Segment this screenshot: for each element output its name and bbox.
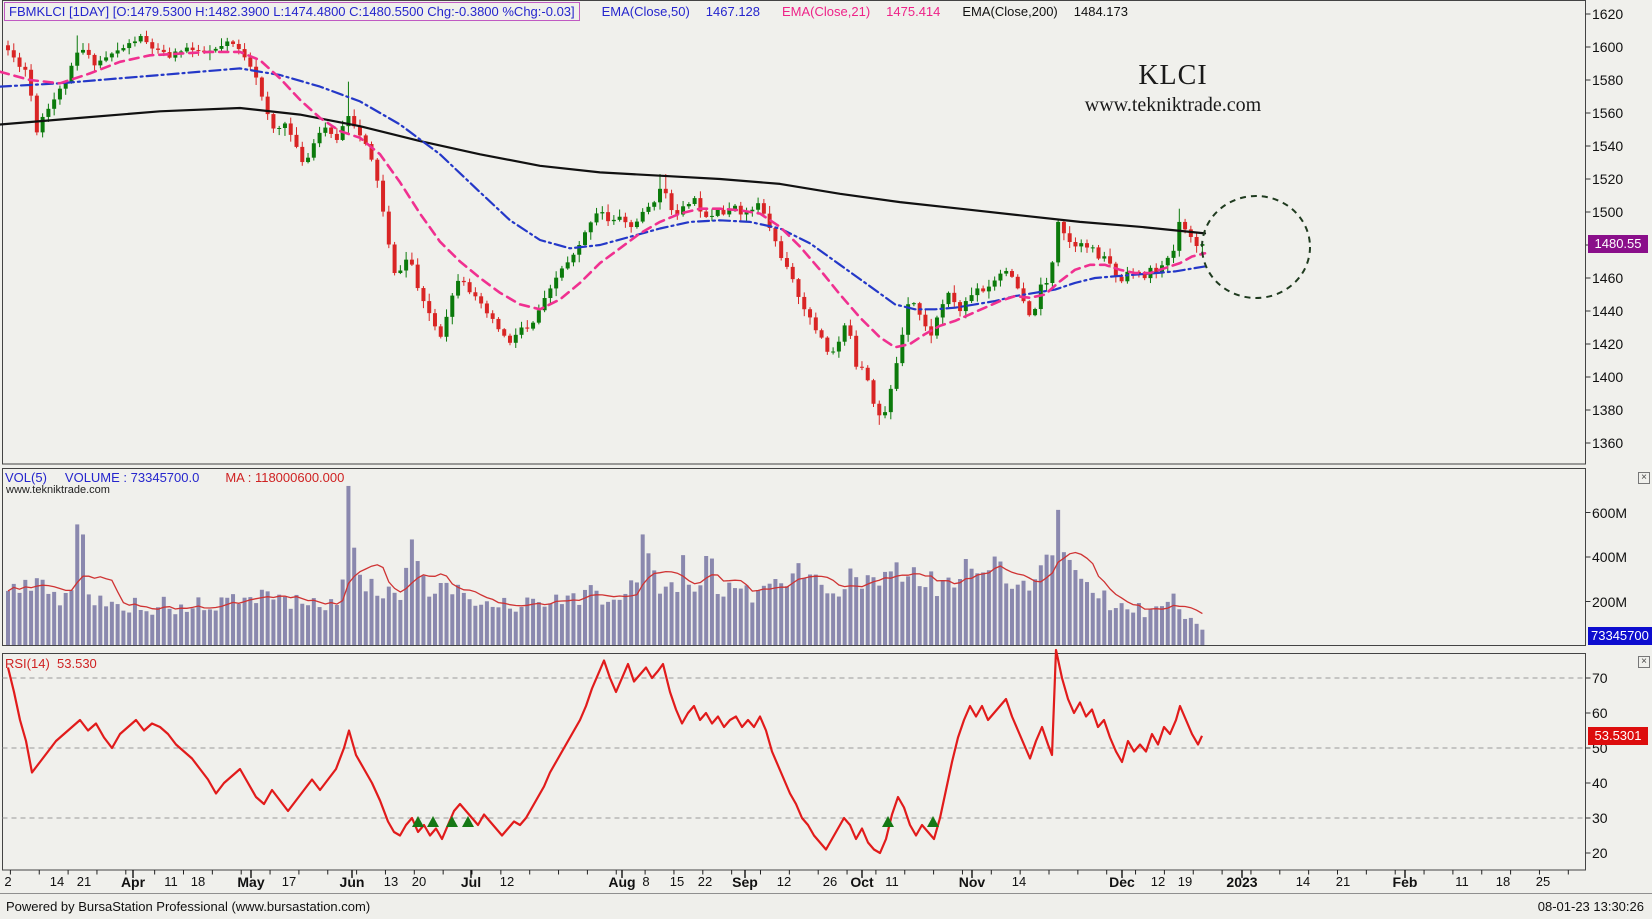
time-axis-label: 22 <box>697 874 713 889</box>
last-rsi-label: 53.5301 <box>1588 726 1648 745</box>
price-tick-label: 1620 <box>1592 6 1624 22</box>
price-tick-label: 1380 <box>1592 402 1624 418</box>
time-axis-label: 18 <box>1495 874 1511 889</box>
time-axis-label: May <box>237 874 265 890</box>
time-axis-label: 8 <box>642 874 650 889</box>
chart-header: FBMKLCI [1DAY] [O:1479.5300 H:1482.3900 … <box>4 2 1128 21</box>
close-rsi-panel-icon[interactable]: × <box>1638 656 1650 668</box>
watermark-url: www.tekniktrade.com <box>1084 94 1262 116</box>
price-tick-label: 1580 <box>1592 72 1624 88</box>
time-axis-label: Feb <box>1392 874 1418 890</box>
volume-header: VOL(5) VOLUME : 73345700.0 MA : 11800060… <box>5 470 344 485</box>
last-volume-label: 73345700 <box>1588 627 1652 645</box>
time-axis-label: 15 <box>669 874 685 889</box>
volume-chart <box>6 485 1205 645</box>
rsi-tick-label: 60 <box>1592 705 1608 721</box>
ema50-legend: EMA(Close,50) 1467.128 <box>601 4 761 19</box>
time-axis-label: 14 <box>49 874 65 889</box>
time-axis-label: Oct <box>850 874 874 890</box>
rsi-header: RSI(14) 53.530 <box>5 656 97 671</box>
rsi-tick-label: 30 <box>1592 810 1608 826</box>
time-axis-label: Sep <box>732 874 758 890</box>
time-axis-label: 2 <box>4 874 12 889</box>
status-bar: Powered by BursaStation Professional (ww… <box>0 893 1652 919</box>
rsi-chart <box>2 648 1586 855</box>
time-axis-label: 13 <box>383 874 399 889</box>
time-axis-label: Jun <box>339 874 365 890</box>
time-axis-label: 20 <box>411 874 427 889</box>
rsi-tick-label: 40 <box>1592 775 1608 791</box>
ema21-legend: EMA(Close,21) 1475.414 <box>782 4 941 19</box>
rsi-tick-label: 70 <box>1592 670 1608 686</box>
time-axis-label: 2023 <box>1226 874 1258 890</box>
time-axis-label: 18 <box>190 874 206 889</box>
time-axis-label: 17 <box>281 874 297 889</box>
price-tick-label: 1560 <box>1592 105 1624 121</box>
price-tick-label: 1440 <box>1592 303 1624 319</box>
rsi-tick-label: 20 <box>1592 845 1608 861</box>
ema-overlays <box>0 50 1207 349</box>
price-tick-label: 1600 <box>1592 39 1624 55</box>
price-tick-label: 1400 <box>1592 369 1624 385</box>
watermark-title: KLCI <box>1138 60 1208 91</box>
time-axis-label: Nov <box>958 874 986 890</box>
status-datetime: 08-01-23 13:30:26 <box>1537 899 1644 914</box>
last-price-label: 1480.55 <box>1588 235 1648 254</box>
time-axis-label: 21 <box>1335 874 1351 889</box>
time-axis-label: 12 <box>776 874 792 889</box>
time-axis-label: 25 <box>1535 874 1551 889</box>
rsi-indicator-label: RSI(14) 53.530 <box>5 656 97 671</box>
ema200-legend: EMA(Close,200) 1484.173 <box>962 4 1128 19</box>
price-tick-label: 1520 <box>1592 171 1624 187</box>
time-axis-label: 11 <box>164 874 178 889</box>
time-axis-label: 26 <box>822 874 838 889</box>
time-axis-ticks <box>9 870 1569 878</box>
volume-tick-label: 600M <box>1592 504 1628 521</box>
annotations <box>1201 195 1311 299</box>
price-tick-label: 1460 <box>1592 270 1624 286</box>
symbol-ohlc-readout: FBMKLCI [1DAY] [O:1479.5300 H:1482.3900 … <box>4 2 580 21</box>
time-axis-label: 11 <box>1455 874 1469 889</box>
time-axis-label: Jul <box>460 874 482 890</box>
price-tick-label: 1360 <box>1592 435 1624 451</box>
price-tick-label: 1500 <box>1592 204 1624 220</box>
price-tick-label: 1420 <box>1592 336 1624 352</box>
time-axis-label: 21 <box>76 874 92 889</box>
volume-watermark: www.tekniktrade.com <box>6 484 110 496</box>
time-axis-label: 14 <box>1011 874 1027 889</box>
candlestick-chart <box>6 30 1205 425</box>
volume-ma-label: MA : 118000600.000 <box>225 470 345 485</box>
time-axis-label: Apr <box>120 874 146 890</box>
time-axis-label: 12 <box>1150 874 1166 889</box>
time-axis-label: Aug <box>608 874 636 890</box>
time-axis-label: 19 <box>1177 874 1193 889</box>
chart-watermark: KLCI www.tekniktrade.com <box>1020 60 1326 117</box>
time-axis-label: 11 <box>885 874 899 889</box>
time-axis-label: 14 <box>1295 874 1311 889</box>
time-axis-label: Dec <box>1109 874 1135 890</box>
volume-value-label: VOLUME : 73345700.0 <box>64 470 200 485</box>
time-axis-label: 12 <box>499 874 515 889</box>
volume-tick-label: 200M <box>1592 593 1628 610</box>
status-powered-by: Powered by BursaStation Professional (ww… <box>6 899 371 914</box>
volume-tick-label: 400M <box>1592 549 1628 565</box>
panel-borders <box>2 0 1591 871</box>
volume-indicator-label: VOL(5) <box>5 470 47 485</box>
close-volume-panel-icon[interactable]: × <box>1638 472 1650 484</box>
price-tick-label: 1540 <box>1592 138 1624 154</box>
